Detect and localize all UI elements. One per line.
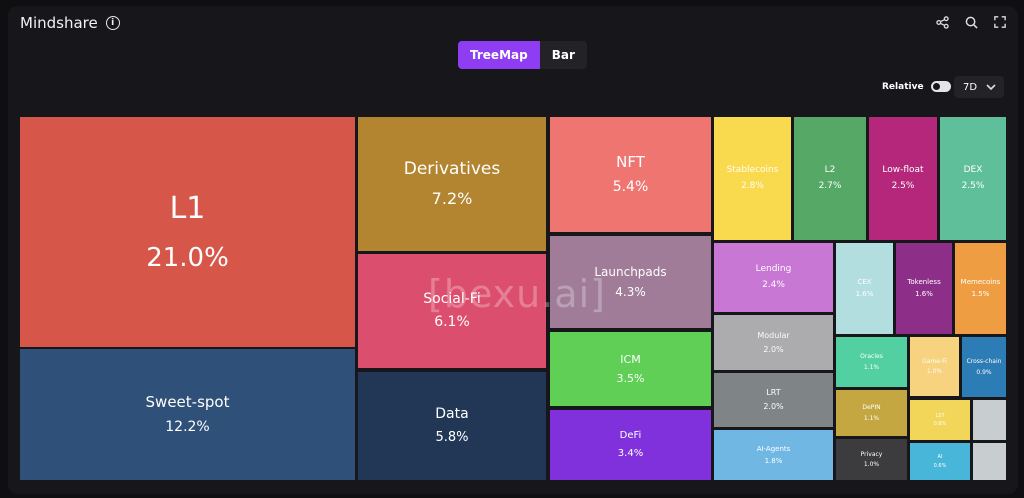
tile-label: L2 bbox=[824, 165, 836, 176]
tile-label: Lending bbox=[755, 264, 792, 275]
tile-value: 2.0% bbox=[763, 344, 784, 354]
tile-label: Tokenless bbox=[907, 278, 941, 287]
treemap-tile-modular[interactable]: Modular 2.0% bbox=[714, 315, 833, 370]
tile-value: 4.3% bbox=[615, 284, 646, 299]
treemap-tab[interactable]: TreeMap bbox=[458, 41, 540, 69]
panel-header: Mindshare i bbox=[20, 14, 120, 32]
tile-label: AI bbox=[937, 454, 943, 461]
tile-label: Sweet-spot bbox=[145, 392, 230, 411]
tile-label: Stablecoins bbox=[726, 165, 779, 176]
tile-value: 3.4% bbox=[617, 447, 644, 459]
treemap-tile-social-fi[interactable]: Social-Fi 6.1% bbox=[358, 254, 546, 368]
tile-value: 2.5% bbox=[961, 180, 985, 191]
tile-label: LRT bbox=[766, 388, 781, 397]
view-toggle: TreeMap Bar bbox=[458, 41, 587, 69]
tile-value: 2.4% bbox=[762, 279, 785, 290]
tile-label: Data bbox=[435, 406, 469, 423]
tile-label: DeFi bbox=[619, 430, 642, 441]
page-title: Mindshare bbox=[20, 14, 98, 32]
tile-value: 5.8% bbox=[435, 429, 469, 445]
tile-value: 1.1% bbox=[863, 363, 880, 371]
bar-tab[interactable]: Bar bbox=[539, 41, 587, 69]
treemap-tile-icm[interactable]: ICM 3.5% bbox=[550, 332, 711, 406]
period-select[interactable]: 7D bbox=[954, 76, 1004, 98]
period-value: 7D bbox=[963, 81, 978, 93]
tile-value: 2.5% bbox=[891, 180, 915, 191]
relative-control: Relative bbox=[882, 81, 951, 92]
relative-toggle[interactable] bbox=[930, 81, 951, 92]
treemap-tile-ai-agents[interactable]: AI-Agents 1.8% bbox=[714, 430, 833, 480]
tile-value: 1.8% bbox=[764, 456, 783, 465]
tile-value: 3.5% bbox=[616, 371, 645, 385]
tile-label: DePIN bbox=[862, 404, 881, 411]
tile-label: Oracles bbox=[860, 353, 883, 360]
tile-value: 21.0% bbox=[146, 242, 229, 273]
treemap-tile-ai[interactable]: AI 0.6% bbox=[910, 443, 970, 480]
fullscreen-icon[interactable] bbox=[992, 14, 1008, 30]
treemap-tile-defi[interactable]: DeFi 3.4% bbox=[550, 410, 711, 480]
tile-value: 0.6% bbox=[933, 462, 947, 469]
tile-value: 1.0% bbox=[926, 368, 943, 375]
treemap-tile-tokenless[interactable]: Tokenless 1.6% bbox=[896, 243, 952, 334]
tile-label: Cross-chain bbox=[966, 358, 1002, 365]
chevron-down-icon bbox=[986, 83, 996, 90]
treemap-tile-lst[interactable]: LST 0.8% bbox=[910, 400, 970, 440]
tile-label: LST bbox=[935, 412, 945, 419]
tile-value: 7.2% bbox=[431, 188, 473, 208]
tile-value: 0.8% bbox=[933, 421, 947, 427]
tile-label: Low-float bbox=[882, 165, 924, 176]
tile-label: L1 bbox=[169, 191, 206, 226]
tile-value: 5.4% bbox=[612, 178, 649, 195]
treemap-tile-unlabeled-28[interactable] bbox=[973, 443, 1006, 480]
treemap-tile-data[interactable]: Data 5.8% bbox=[358, 372, 546, 480]
tile-value: 6.1% bbox=[434, 314, 470, 330]
tile-value: 1.1% bbox=[863, 414, 880, 422]
treemap-tile-dex[interactable]: DEX 2.5% bbox=[940, 117, 1006, 240]
tile-label: NFT bbox=[616, 152, 645, 171]
toolbar bbox=[934, 14, 1008, 30]
tile-value: 1.6% bbox=[855, 290, 874, 298]
tile-label: Modular bbox=[757, 330, 790, 340]
treemap-tile-sweet-spot[interactable]: Sweet-spot 12.2% bbox=[20, 349, 355, 480]
treemap-tile-depin[interactable]: DePIN 1.1% bbox=[836, 390, 907, 436]
tile-value: 1.5% bbox=[971, 290, 990, 298]
tile-value: 0.9% bbox=[976, 368, 992, 376]
tile-label: ICM bbox=[620, 352, 641, 366]
tile-value: 1.0% bbox=[863, 461, 880, 468]
tile-label: AI-Agents bbox=[756, 444, 791, 453]
treemap-tile-l2[interactable]: L2 2.7% bbox=[794, 117, 866, 240]
treemap-tile-low-float[interactable]: Low-float 2.5% bbox=[869, 117, 937, 240]
treemap-tile-cex[interactable]: CEX 1.6% bbox=[836, 243, 893, 334]
share-icon[interactable] bbox=[934, 14, 950, 30]
search-icon[interactable] bbox=[963, 14, 979, 30]
treemap-tile-cross-chain[interactable]: Cross-chain 0.9% bbox=[962, 337, 1006, 397]
tile-label: DEX bbox=[963, 165, 983, 176]
treemap-tile-lending[interactable]: Lending 2.4% bbox=[714, 243, 833, 312]
treemap-tile-derivatives[interactable]: Derivatives 7.2% bbox=[358, 117, 546, 251]
treemap-tile-game-fi[interactable]: Game-Fi 1.0% bbox=[910, 337, 959, 396]
tile-label: Launchpads bbox=[594, 264, 667, 279]
treemap-tile-unlabeled-27[interactable] bbox=[973, 400, 1006, 440]
tile-value: 2.8% bbox=[741, 180, 764, 191]
treemap-tile-nft[interactable]: NFT 5.4% bbox=[550, 117, 711, 232]
info-icon[interactable]: i bbox=[105, 16, 120, 30]
treemap-tile-lrt[interactable]: LRT 2.0% bbox=[714, 373, 833, 427]
treemap-tile-launchpads[interactable]: Launchpads 4.3% bbox=[550, 236, 711, 328]
treemap-tile-oracles[interactable]: Oracles 1.1% bbox=[836, 337, 907, 387]
tile-label: Derivatives bbox=[403, 159, 501, 180]
tile-label: Memecoins bbox=[960, 278, 1001, 287]
relative-label: Relative bbox=[882, 81, 924, 92]
tile-value: 2.0% bbox=[763, 402, 784, 411]
tile-label: Privacy bbox=[860, 450, 883, 458]
treemap-tile-memecoins[interactable]: Memecoins 1.5% bbox=[955, 243, 1006, 334]
tile-label: Game-Fi bbox=[922, 357, 947, 365]
tile-value: 2.7% bbox=[818, 180, 842, 191]
treemap-tile-l1[interactable]: L1 21.0% bbox=[20, 117, 355, 347]
tile-label: Social-Fi bbox=[423, 290, 481, 307]
treemap-tile-privacy[interactable]: Privacy 1.0% bbox=[836, 439, 907, 480]
treemap-tile-stablecoins[interactable]: Stablecoins 2.8% bbox=[714, 117, 791, 240]
tile-value: 12.2% bbox=[165, 418, 210, 435]
tile-value: 1.6% bbox=[915, 290, 933, 298]
tile-label: CEX bbox=[857, 278, 872, 287]
